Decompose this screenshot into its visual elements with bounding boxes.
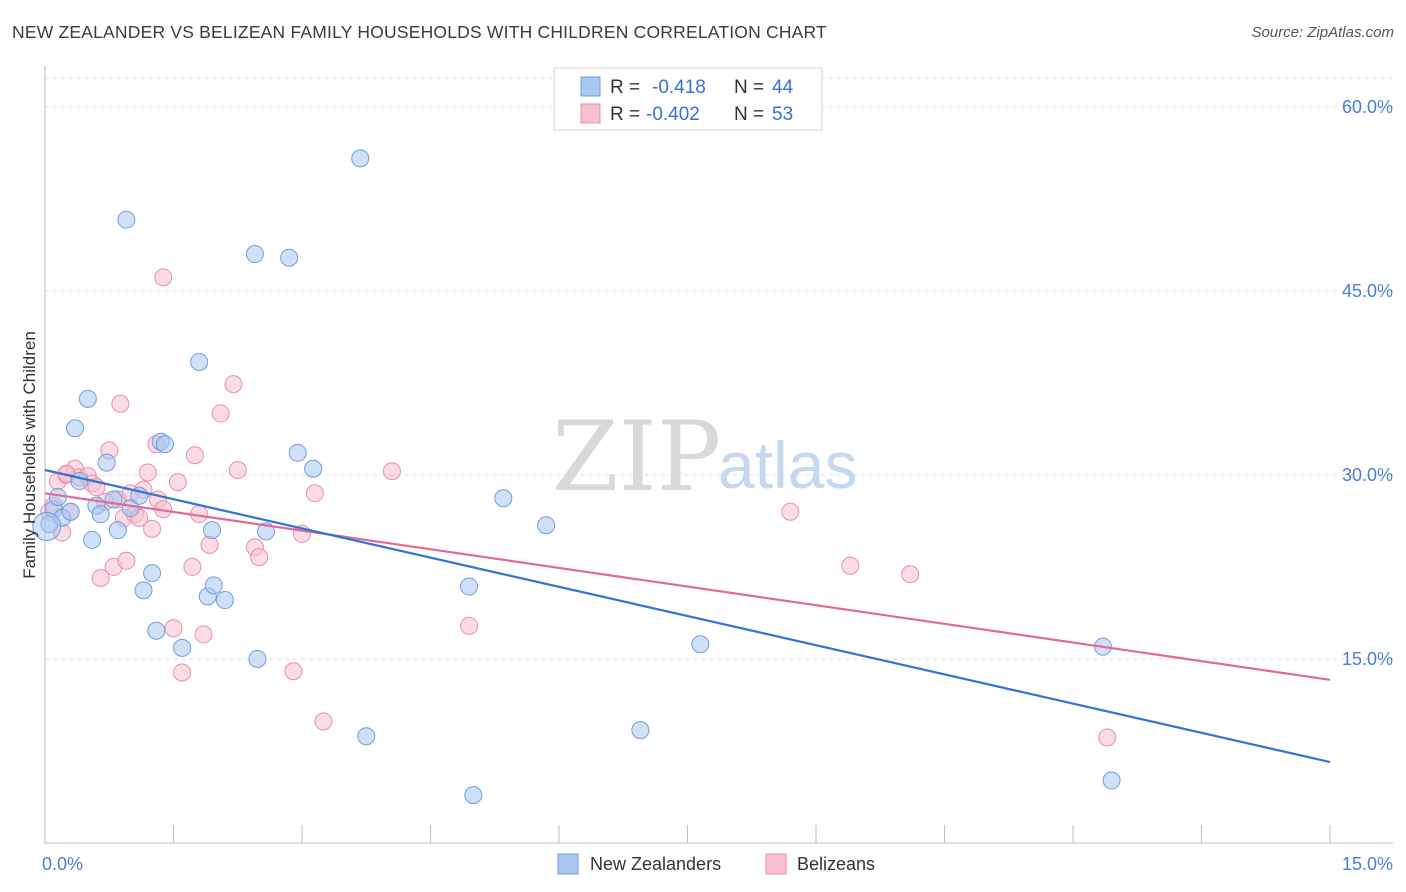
legend-swatch-blue: [580, 76, 601, 97]
point-belizeans-32: [194, 625, 213, 644]
point-new-zealanders-27: [215, 591, 234, 610]
point-new-zealanders-26: [204, 576, 223, 595]
legend-r-value-1: -0.418: [652, 77, 706, 98]
bottom-legend-swatch-belizeans: [765, 853, 787, 875]
point-new-zealanders-23: [190, 353, 209, 372]
point-belizeans-17: [117, 551, 136, 570]
y-tick-label-0: 15.0%: [1342, 649, 1393, 669]
bottom-legend-swatch-new-zealanders: [557, 853, 579, 875]
bottom-legend: New Zealanders Belizeans: [557, 853, 875, 875]
point-new-zealanders-34: [351, 149, 370, 168]
point-new-zealanders-31: [280, 248, 299, 267]
point-new-zealanders-17: [134, 581, 153, 600]
axes: [44, 66, 1393, 844]
data-points: [32, 149, 1121, 805]
point-new-zealanders-22: [173, 638, 192, 657]
point-new-zealanders-35: [357, 727, 376, 746]
y-tick-label-3: 60.0%: [1342, 97, 1393, 117]
point-belizeans-44: [460, 616, 479, 635]
legend-r-label-2: R =: [610, 104, 640, 125]
point-belizeans-42: [314, 712, 333, 731]
point-belizeans-28: [173, 663, 192, 682]
point-new-zealanders-19: [147, 621, 166, 640]
y-tick-label-2: 45.0%: [1342, 281, 1393, 301]
point-new-zealanders-41: [631, 721, 650, 740]
point-new-zealanders-43: [1102, 771, 1121, 790]
point-belizeans-11: [91, 568, 110, 587]
trend-lines: [44, 468, 1331, 764]
point-belizeans-35: [224, 375, 243, 394]
point-belizeans-43: [382, 462, 401, 481]
point-new-zealanders-4: [61, 502, 80, 521]
point-belizeans-33: [200, 535, 219, 554]
point-new-zealanders-33: [304, 459, 323, 478]
point-belizeans-45: [154, 268, 173, 287]
point-new-zealanders-39: [537, 516, 556, 535]
point-new-zealanders-36: [460, 577, 479, 596]
point-belizeans-36: [228, 460, 247, 479]
point-new-zealanders-21: [155, 435, 174, 454]
point-new-zealanders-37: [464, 786, 483, 805]
point-belizeans-41: [305, 484, 324, 503]
point-new-zealanders-6: [70, 472, 89, 491]
point-belizeans-34: [211, 404, 230, 423]
x-tick-label-min: 0.0%: [42, 854, 83, 874]
point-new-zealanders-38: [494, 489, 513, 508]
point-new-zealanders-25: [203, 521, 222, 540]
point-belizeans-47: [841, 556, 860, 575]
point-new-zealanders-7: [78, 389, 97, 408]
point-belizeans-15: [111, 394, 130, 413]
point-new-zealanders-8: [83, 530, 102, 549]
trend-line-belizeans: [44, 492, 1331, 681]
point-new-zealanders-cluster: [32, 511, 62, 541]
y-axis-label: Family Households with Children: [20, 331, 39, 579]
legend-n-value-2: 53: [772, 104, 793, 125]
point-new-zealanders-29: [248, 649, 267, 668]
point-belizeans-27: [168, 473, 187, 492]
grid-lines: [45, 77, 1393, 660]
legend-r-value-2: -0.402: [646, 104, 700, 125]
legend-n-label-1: N =: [734, 77, 764, 98]
x-tick-labels: 0.0% 15.0%: [42, 854, 1393, 874]
legend-swatch-pink: [580, 103, 601, 124]
point-new-zealanders-11: [97, 453, 116, 472]
point-new-zealanders-28: [245, 245, 264, 264]
point-belizeans-30: [185, 446, 204, 465]
bottom-legend-new-zealanders: New Zealanders: [590, 854, 721, 874]
point-new-zealanders-32: [288, 443, 307, 462]
point-belizeans-22: [143, 519, 162, 538]
point-new-zealanders-10: [91, 505, 110, 524]
legend-box: R = -0.418 N = 44 R = -0.402 N = 53: [553, 67, 823, 131]
point-belizeans-26: [164, 619, 183, 638]
watermark-zip: ZIP: [552, 401, 721, 513]
point-belizeans-21: [138, 463, 157, 482]
watermark: ZIP atlas: [552, 401, 857, 513]
source-credit: Source: ZipAtlas.com: [1251, 24, 1394, 41]
point-new-zealanders-14: [117, 210, 136, 229]
x-tick-label-max: 15.0%: [1342, 854, 1393, 874]
point-belizeans-46: [781, 502, 800, 521]
point-belizeans-39: [284, 662, 303, 681]
watermark-atlas: atlas: [718, 428, 857, 502]
legend-n-label-2: N =: [734, 104, 764, 125]
point-new-zealanders-5: [65, 419, 84, 438]
bottom-legend-belizeans: Belizeans: [797, 854, 875, 874]
legend-r-label-1: R =: [610, 77, 640, 98]
point-new-zealanders-12: [104, 490, 123, 509]
point-belizeans-49: [1098, 728, 1117, 747]
point-new-zealanders-18: [143, 564, 162, 583]
legend-n-value-1: 44: [772, 77, 794, 98]
point-new-zealanders-13: [108, 521, 127, 540]
chart-title: NEW ZEALANDER VS BELIZEAN FAMILY HOUSEHO…: [12, 22, 827, 42]
y-tick-labels: 15.0% 30.0% 45.0% 60.0%: [1342, 97, 1393, 669]
trend-line-new-zealanders: [44, 468, 1331, 764]
point-belizeans-48: [901, 565, 920, 584]
y-tick-label-1: 30.0%: [1342, 465, 1393, 485]
point-new-zealanders-40: [691, 635, 710, 654]
point-belizeans-29: [183, 557, 202, 576]
point-belizeans-38: [250, 548, 269, 567]
